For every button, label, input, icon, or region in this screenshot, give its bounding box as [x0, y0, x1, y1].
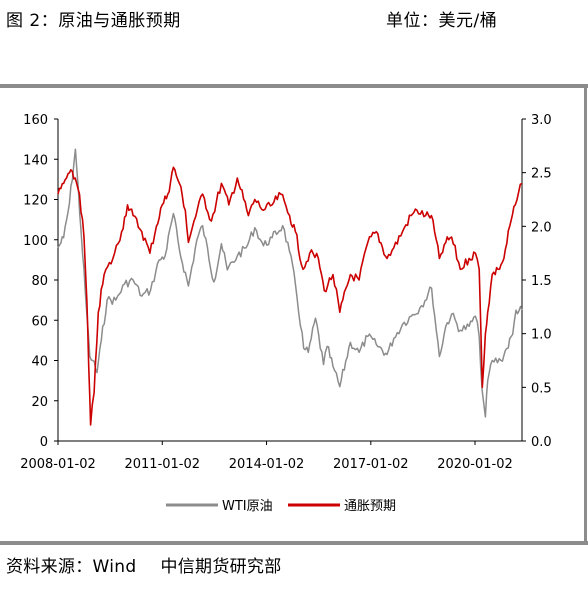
series-layer	[57, 148, 523, 426]
figure-title: 图 2：原油与通胀预期	[6, 11, 181, 31]
chart: 0 20 40 60 80 100 120 140 160 0.0 0.5 1.0 1.5 2.0 2.5 3…	[20, 113, 551, 514]
source-note: 资料来源：Wind 中信期货研究部	[6, 552, 282, 577]
left-tick-label: 100	[23, 234, 48, 249]
left-tick-label: 140	[23, 153, 48, 168]
right-border	[584, 88, 587, 541]
x-tick-label: 2008-01-02	[20, 457, 96, 472]
right-tick-label: 3.0	[531, 113, 552, 128]
left-tick-label: 40	[31, 355, 48, 370]
legend: WTI原油 通胀预期	[166, 499, 396, 514]
series-line-inflation	[57, 166, 523, 426]
x-tick-label: 2014-01-02	[229, 457, 305, 472]
right-tick-label: 2.5	[531, 167, 552, 182]
unit-label: 单位：美元/桶	[386, 11, 498, 31]
left-tick-label: 120	[23, 194, 48, 209]
right-tick-label: 2.0	[531, 220, 552, 235]
series-line-wti	[57, 148, 523, 418]
left-tick-label: 80	[31, 274, 48, 289]
x-tick-label: 2017-01-02	[333, 457, 409, 472]
chart-axes: 0 20 40 60 80 100 120 140 160 0.0 0.5 1.0 1.5 2.0 2.5 3…	[20, 113, 551, 472]
right-tick-label: 1.5	[531, 274, 552, 289]
left-tick-label: 20	[31, 395, 48, 410]
x-tick-label: 2020-01-02	[437, 457, 513, 472]
left-tick-label: 0	[40, 435, 48, 450]
organization-name: 中信期货研究部	[160, 557, 282, 577]
bottom-divider	[0, 541, 588, 545]
left-tick-label: 60	[31, 314, 48, 329]
x-tick-label: 2011-01-02	[124, 457, 200, 472]
right-tick-label: 1.0	[531, 328, 552, 343]
top-divider	[0, 84, 588, 88]
source-label: 资料来源：Wind	[6, 557, 137, 577]
legend-label-wti: WTI原油	[222, 499, 273, 514]
legend-label-inflation: 通胀预期	[344, 499, 396, 514]
right-tick-label: 0.5	[531, 381, 552, 396]
right-tick-label: 0.0	[531, 435, 552, 450]
left-tick-label: 160	[23, 113, 48, 128]
